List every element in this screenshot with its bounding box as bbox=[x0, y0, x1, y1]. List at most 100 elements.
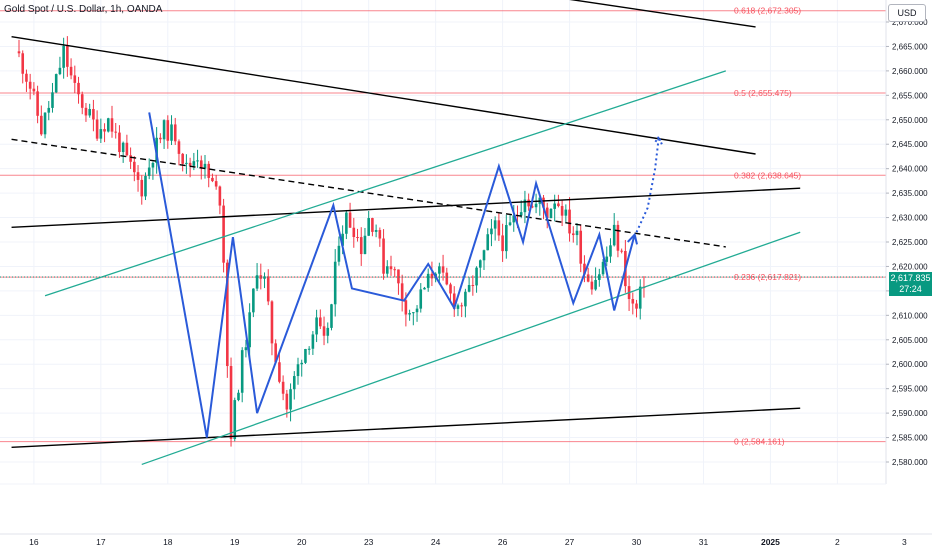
candle-body bbox=[226, 262, 229, 367]
time-tick-label: 31 bbox=[699, 537, 709, 547]
candle-body bbox=[571, 233, 575, 236]
candle-body bbox=[426, 273, 430, 288]
price-tick-label: 2,620.000 bbox=[892, 262, 928, 271]
price-tick-label: 2,585.000 bbox=[892, 434, 928, 443]
candle-body bbox=[263, 276, 266, 279]
candle-body bbox=[136, 172, 140, 180]
fib-label: 0.382 (2,638.645) bbox=[734, 170, 801, 180]
candle-body bbox=[609, 245, 612, 257]
candle-body bbox=[467, 285, 471, 292]
time-tick-label: 17 bbox=[96, 537, 106, 547]
candle-body bbox=[110, 118, 114, 132]
candle-body bbox=[278, 362, 281, 382]
pattern-arrow-head bbox=[627, 232, 638, 245]
candle-body bbox=[21, 53, 25, 74]
candle-body bbox=[579, 230, 583, 264]
candle-body bbox=[616, 224, 620, 251]
price-tick-label: 2,655.000 bbox=[892, 91, 928, 100]
candle-body bbox=[534, 203, 538, 208]
candle-body bbox=[36, 91, 39, 116]
time-axis[interactable]: 16 17 18 19 20 23 24 26 27 30 31 2025 2 3 bbox=[0, 483, 932, 547]
last-price-tag: 2,617.835 27:24 bbox=[889, 272, 932, 296]
price-tick-label: 2,650.000 bbox=[892, 116, 928, 125]
candle-body bbox=[73, 75, 77, 83]
trendline bbox=[569, 0, 756, 28]
price-axis-bg bbox=[886, 0, 932, 534]
candle-body bbox=[356, 237, 359, 239]
candle-body bbox=[568, 209, 571, 234]
candle-body bbox=[58, 67, 62, 75]
candle-body bbox=[196, 160, 199, 162]
candle-body bbox=[553, 203, 556, 209]
candle-body bbox=[456, 305, 460, 309]
candle-body bbox=[80, 94, 84, 108]
last-price-value: 2,617.835 bbox=[890, 273, 931, 283]
candle-body bbox=[103, 129, 106, 132]
pattern-line bbox=[148, 112, 636, 438]
candle-body bbox=[203, 163, 207, 169]
candle-body bbox=[274, 343, 277, 363]
candle-body bbox=[512, 215, 516, 223]
candle-body bbox=[631, 299, 635, 304]
price-tick-label: 2,645.000 bbox=[892, 140, 928, 149]
candle-body bbox=[505, 225, 508, 252]
time-tick-label: 30 bbox=[632, 537, 642, 547]
candle-body bbox=[545, 207, 549, 219]
trendline bbox=[11, 187, 801, 229]
price-tick-label: 2,640.000 bbox=[892, 165, 928, 174]
trendlines[interactable] bbox=[0, 0, 886, 466]
price-tick-label: 2,595.000 bbox=[892, 385, 928, 394]
candle-body bbox=[207, 163, 211, 178]
candle-body bbox=[166, 120, 170, 141]
candle-body bbox=[575, 230, 579, 236]
candle-body bbox=[54, 74, 58, 93]
candle-body bbox=[345, 212, 348, 234]
wave-pattern[interactable] bbox=[148, 112, 663, 438]
price-tick-label: 2,590.000 bbox=[892, 409, 928, 418]
price-axis[interactable]: 2,580.000 2,585.000 2,590.000 2,595.000 2,60… bbox=[885, 0, 932, 534]
candle-body bbox=[333, 261, 337, 305]
candle-body bbox=[289, 389, 292, 410]
candle-body bbox=[322, 326, 326, 336]
candle-body bbox=[348, 212, 352, 228]
candle-body bbox=[270, 301, 274, 344]
fib-label: 0.236 (2,617.821) bbox=[734, 272, 801, 282]
fibonacci-levels[interactable]: 0.618 (2,672.305) 0.5 (2,655.475) 0.382 (2… bbox=[0, 6, 886, 447]
candle-body bbox=[367, 218, 370, 236]
candle-body bbox=[69, 66, 73, 76]
candle-body bbox=[549, 208, 553, 219]
price-tick-label: 2,635.000 bbox=[892, 189, 928, 198]
candle-body bbox=[173, 124, 177, 142]
candle-body bbox=[170, 124, 173, 141]
candle-body bbox=[281, 381, 285, 394]
price-tick-label: 2,660.000 bbox=[892, 67, 928, 76]
candle-body bbox=[486, 234, 490, 251]
candle-body bbox=[445, 272, 449, 285]
candle-body bbox=[32, 88, 36, 92]
chart-title: Gold Spot / U.S. Dollar, 1h, OANDA bbox=[4, 4, 163, 15]
candle-body bbox=[43, 112, 47, 135]
candle-body bbox=[248, 312, 251, 348]
candle-body bbox=[92, 109, 95, 120]
candle-body bbox=[304, 348, 307, 363]
price-tick-label: 2,605.000 bbox=[892, 336, 928, 345]
candle-body bbox=[501, 235, 504, 252]
fib-label: 0.618 (2,672.305) bbox=[734, 6, 801, 16]
candle-body bbox=[601, 261, 605, 275]
candle-body bbox=[177, 141, 181, 154]
candle-body bbox=[140, 179, 144, 197]
candle-body bbox=[229, 366, 233, 439]
candle-body bbox=[374, 230, 378, 232]
candle-body bbox=[307, 348, 311, 350]
candle-body bbox=[95, 119, 99, 139]
currency-button[interactable]: USD bbox=[888, 4, 926, 22]
candle-body bbox=[341, 233, 344, 246]
candle-body bbox=[397, 269, 400, 284]
candle-body bbox=[17, 51, 21, 54]
candle-body bbox=[408, 313, 411, 315]
candle-body bbox=[385, 266, 389, 274]
candle-body bbox=[222, 205, 225, 263]
time-tick-label: 26 bbox=[498, 537, 508, 547]
candle-body bbox=[315, 317, 318, 335]
